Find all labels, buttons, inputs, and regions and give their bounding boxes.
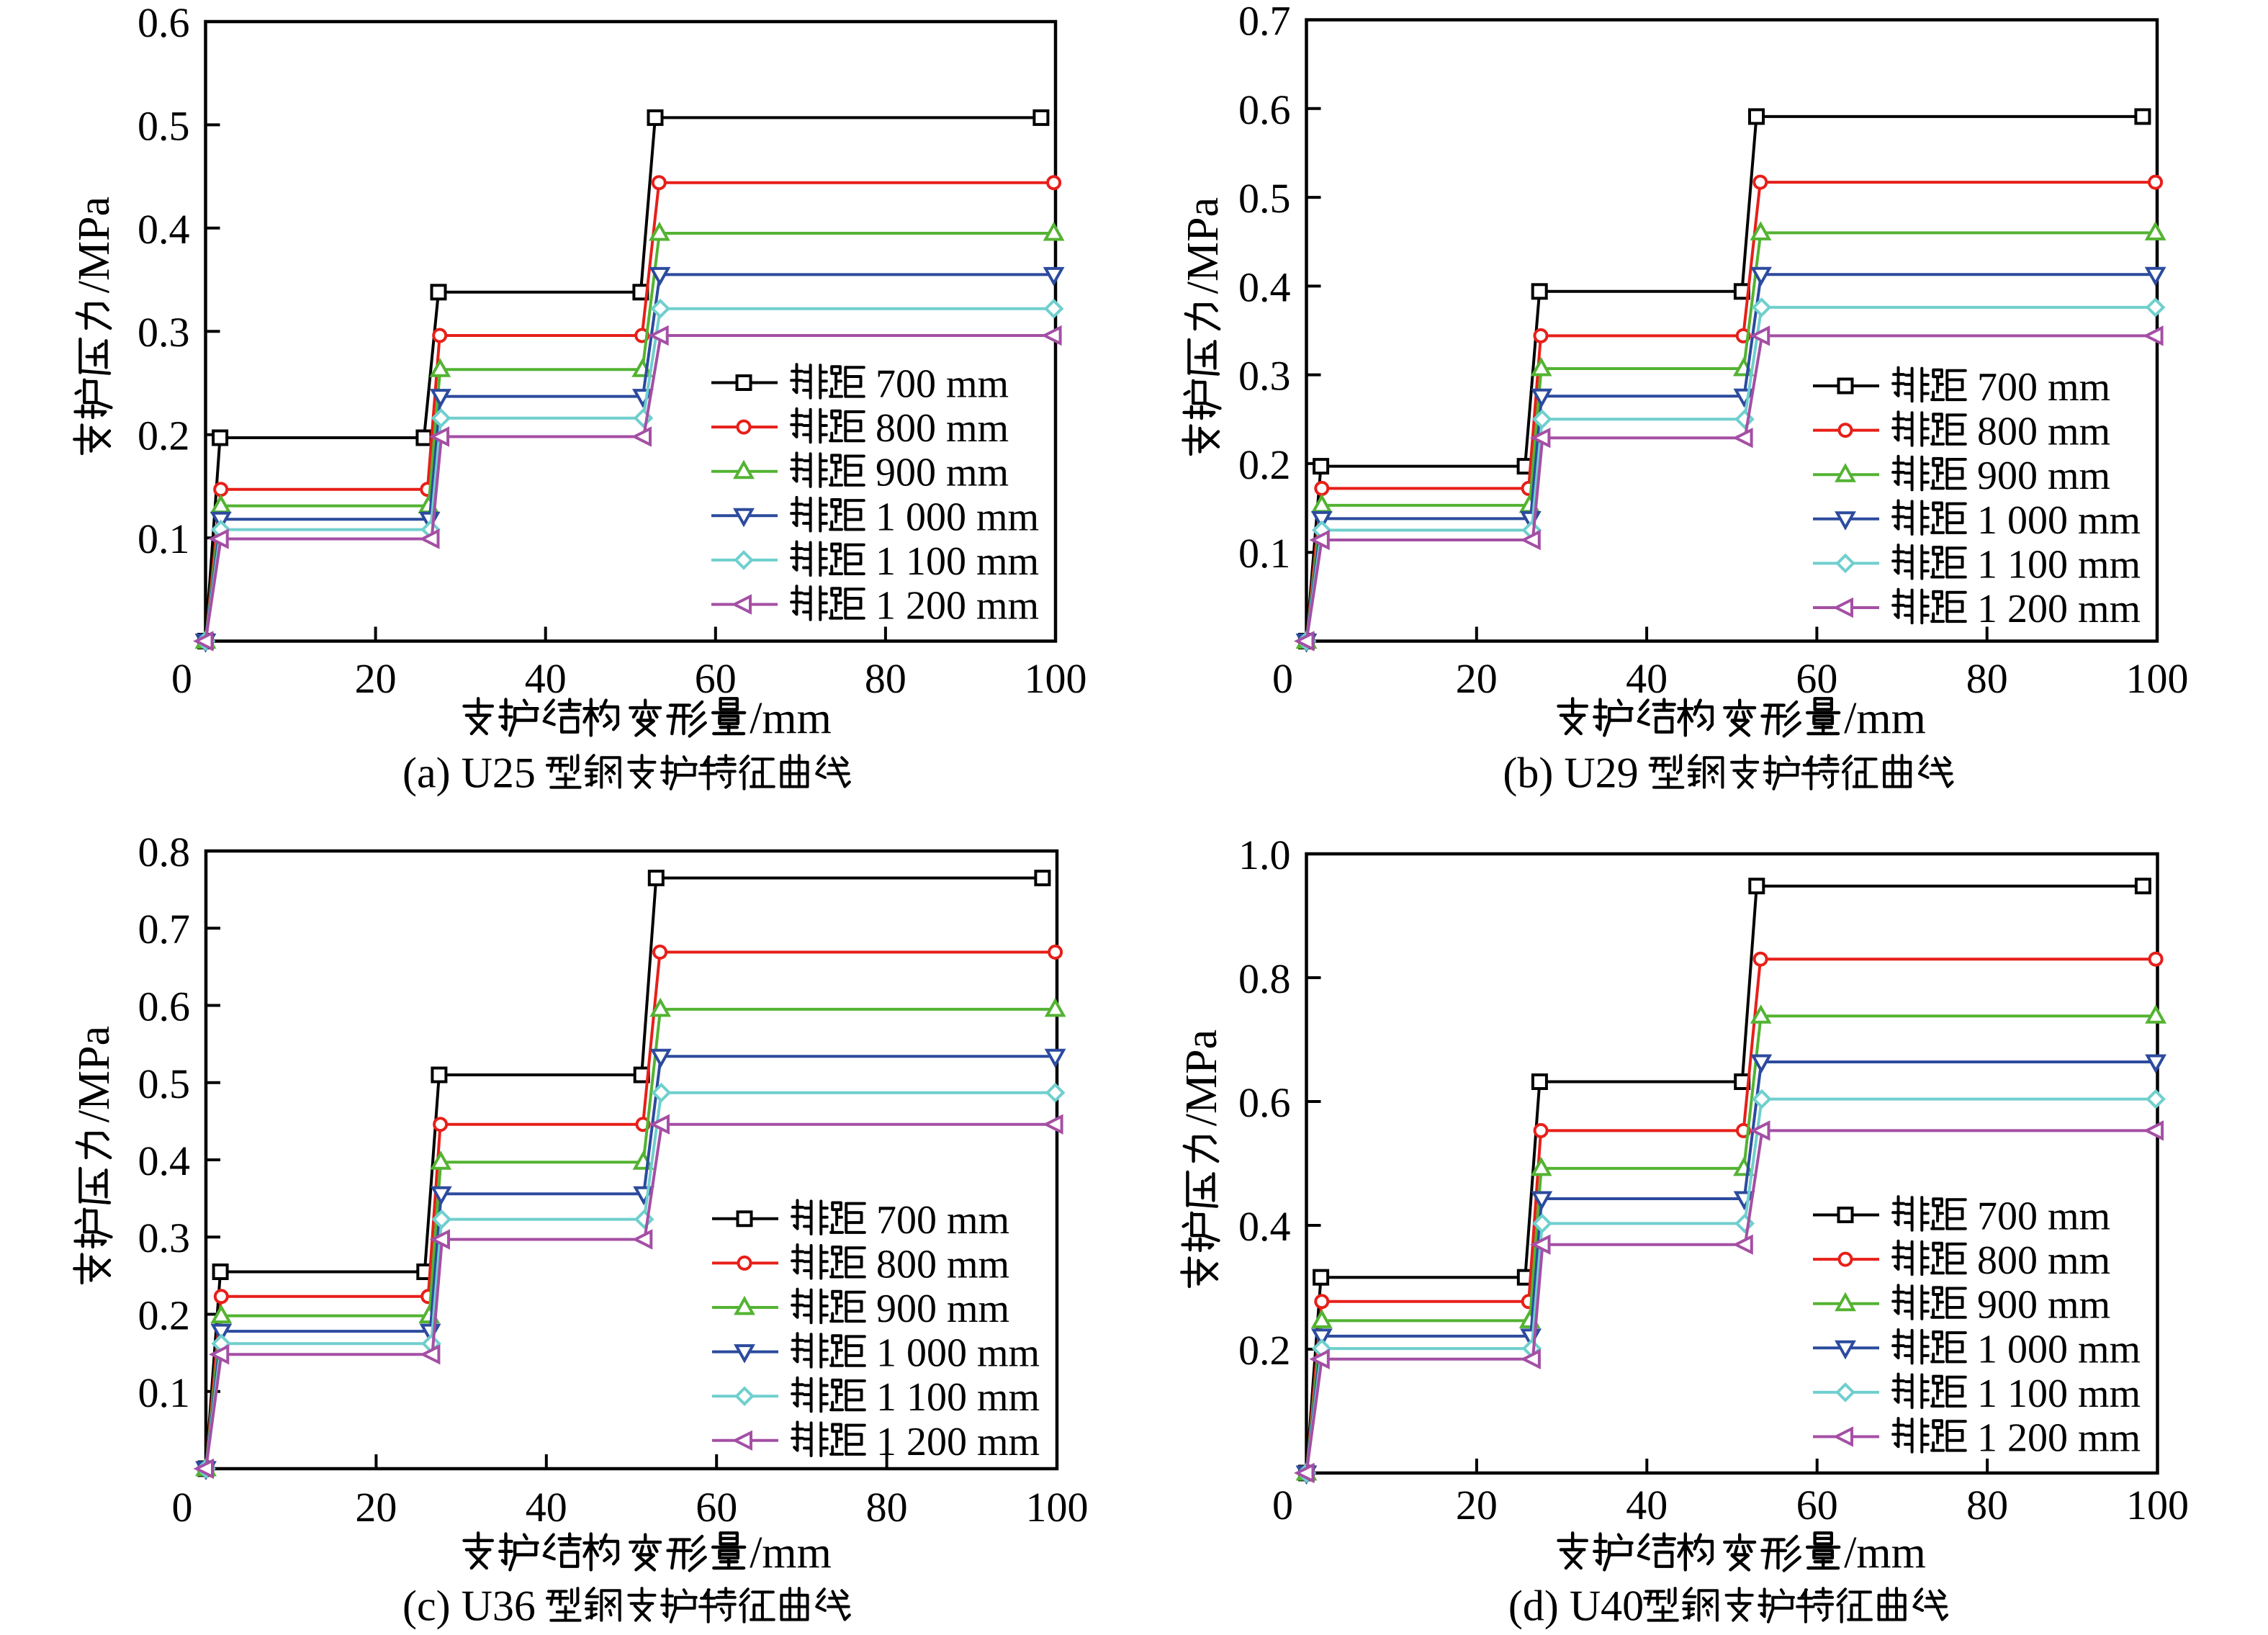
svg-text:20: 20	[1456, 1482, 1498, 1528]
svg-text:0: 0	[171, 655, 192, 702]
svg-text:/mm: /mm	[1844, 694, 1926, 743]
svg-text:900 mm: 900 mm	[876, 1287, 1009, 1331]
svg-text:1 100 mm: 1 100 mm	[876, 539, 1039, 584]
svg-text:100: 100	[1026, 1484, 1089, 1531]
svg-text:1 000 mm: 1 000 mm	[876, 495, 1039, 539]
svg-text:40: 40	[526, 1484, 567, 1531]
svg-text:0: 0	[172, 1484, 193, 1531]
svg-text:0.1: 0.1	[1238, 530, 1291, 577]
svg-text:0.4: 0.4	[138, 1138, 191, 1184]
svg-text:20: 20	[355, 655, 397, 702]
svg-text:/mm: /mm	[1844, 1528, 1926, 1577]
svg-text:/mm: /mm	[750, 1528, 832, 1577]
svg-text:0.3: 0.3	[138, 1215, 191, 1261]
svg-text:700 mm: 700 mm	[1977, 1194, 2110, 1239]
svg-text:60: 60	[1796, 1482, 1838, 1528]
svg-text:1 000 mm: 1 000 mm	[1977, 498, 2141, 543]
svg-text:0.4: 0.4	[1238, 1203, 1291, 1250]
svg-text:0.2: 0.2	[1238, 441, 1291, 488]
svg-text:80: 80	[1966, 1482, 2008, 1528]
svg-text:0.3: 0.3	[1238, 353, 1291, 400]
svg-text:100: 100	[2126, 655, 2189, 702]
svg-text:60: 60	[1796, 655, 1837, 702]
svg-text:0.7: 0.7	[1238, 0, 1291, 45]
svg-text:0: 0	[1272, 655, 1293, 702]
svg-text:0.6: 0.6	[1238, 86, 1291, 133]
svg-text:1.0: 1.0	[1238, 832, 1291, 878]
svg-text:/MPa: /MPa	[1179, 197, 1228, 294]
svg-text:0.7: 0.7	[138, 906, 191, 952]
svg-text:80: 80	[866, 1484, 908, 1531]
svg-text:(c) U36: (c) U36	[402, 1582, 546, 1630]
svg-text:40: 40	[1626, 1482, 1668, 1528]
svg-text:0.2: 0.2	[138, 1292, 191, 1339]
svg-text:1 000 mm: 1 000 mm	[876, 1331, 1040, 1376]
svg-text:1 100 mm: 1 100 mm	[876, 1375, 1040, 1420]
svg-text:/mm: /mm	[750, 694, 832, 743]
svg-text:0.1: 0.1	[138, 1369, 191, 1416]
svg-text:0.4: 0.4	[138, 206, 190, 253]
svg-text:0.6: 0.6	[138, 983, 191, 1030]
svg-text:60: 60	[695, 655, 737, 702]
svg-text:800 mm: 800 mm	[1977, 410, 2110, 454]
svg-text:800 mm: 800 mm	[1977, 1238, 2110, 1283]
svg-text:1 200 mm: 1 200 mm	[876, 1420, 1040, 1464]
svg-text:0.5: 0.5	[1238, 175, 1291, 222]
svg-text:1 200 mm: 1 200 mm	[876, 584, 1039, 629]
svg-text:20: 20	[355, 1484, 397, 1531]
svg-text:0.5: 0.5	[138, 1060, 191, 1107]
svg-text:80: 80	[865, 655, 906, 702]
svg-text:700 mm: 700 mm	[876, 1198, 1009, 1243]
svg-text:0.1: 0.1	[138, 515, 190, 562]
svg-text:0.2: 0.2	[1238, 1327, 1291, 1374]
svg-text:800 mm: 800 mm	[876, 406, 1009, 451]
svg-text:40: 40	[525, 655, 567, 702]
svg-text:0: 0	[1272, 1482, 1293, 1528]
svg-text:0.4: 0.4	[1238, 264, 1291, 310]
svg-text:100: 100	[2126, 1482, 2189, 1528]
svg-text:/MPa: /MPa	[1177, 1030, 1226, 1126]
svg-text:(d) U40: (d) U40	[1508, 1582, 1644, 1630]
svg-text:900 mm: 900 mm	[876, 451, 1009, 495]
svg-text:80: 80	[1966, 655, 2008, 702]
svg-text:1 200 mm: 1 200 mm	[1977, 587, 2141, 631]
svg-text:1 000 mm: 1 000 mm	[1977, 1327, 2141, 1371]
svg-text:60: 60	[696, 1484, 737, 1531]
svg-text:0.8: 0.8	[138, 829, 191, 875]
svg-text:(a) U25: (a) U25	[402, 749, 546, 797]
svg-text:1 100 mm: 1 100 mm	[1977, 1371, 2141, 1416]
svg-text:0.2: 0.2	[138, 413, 190, 459]
svg-text:1 100 mm: 1 100 mm	[1977, 542, 2141, 587]
svg-text:0.5: 0.5	[138, 102, 190, 149]
svg-text:100: 100	[1025, 655, 1087, 702]
svg-text:0.6: 0.6	[1238, 1079, 1291, 1126]
svg-text:(b) U29: (b) U29	[1503, 749, 1649, 797]
svg-text:0.3: 0.3	[138, 309, 190, 356]
svg-text:900 mm: 900 mm	[1977, 454, 2110, 498]
svg-text:/MPa: /MPa	[70, 1026, 119, 1122]
svg-text:40: 40	[1626, 655, 1668, 702]
svg-text:0.6: 0.6	[138, 0, 190, 46]
svg-text:700 mm: 700 mm	[876, 362, 1009, 407]
svg-text:800 mm: 800 mm	[876, 1242, 1009, 1287]
svg-text:20: 20	[1456, 655, 1498, 702]
svg-text:1 200 mm: 1 200 mm	[1977, 1416, 2141, 1461]
svg-text:700 mm: 700 mm	[1977, 365, 2110, 410]
svg-text:/MPa: /MPa	[70, 197, 119, 293]
svg-text:0.8: 0.8	[1238, 955, 1291, 1002]
svg-text:900 mm: 900 mm	[1977, 1283, 2110, 1328]
